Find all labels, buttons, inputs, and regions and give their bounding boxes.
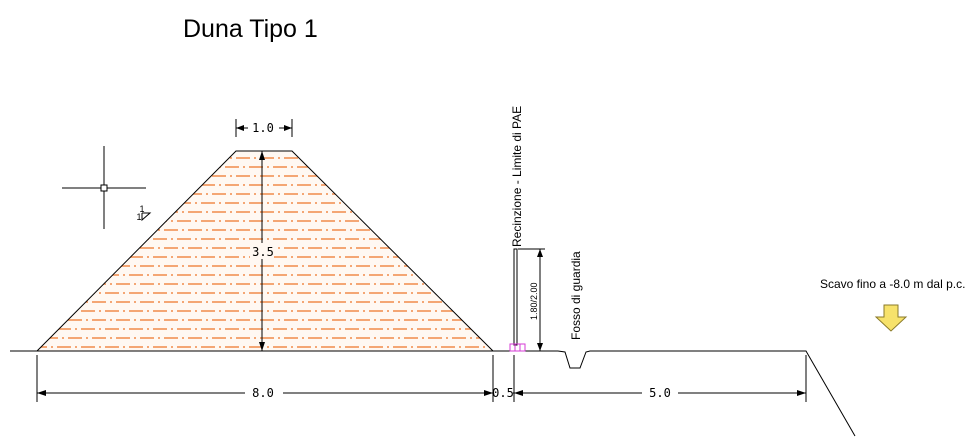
slope-symbol: 1 1 — [136, 204, 152, 222]
excavation-label: Scavo fino a -8.0 m dal p.c. — [820, 277, 965, 291]
crosshair-cursor-icon — [62, 146, 146, 229]
slope-rise: 1 — [139, 204, 144, 214]
fence: Recinzione - Limite di PAE — [509, 106, 526, 352]
offset-label: 0.5 — [492, 386, 514, 400]
fence-post — [513, 248, 518, 346]
offset-dimension: 0.5 — [492, 385, 514, 400]
height-label: 3.5 — [252, 245, 274, 259]
fence-height-dimension: 1.80/2.00 — [518, 248, 545, 351]
slope-triangle-icon — [141, 212, 152, 222]
fence-base-marker — [509, 343, 526, 352]
berm-label: 5.0 — [649, 386, 671, 400]
slope-run: 1 — [136, 212, 141, 222]
top-width-label: 1.0 — [252, 121, 274, 135]
drawing-title: Duna Tipo 1 — [183, 15, 318, 43]
height-dimension: 3.5 — [250, 151, 274, 351]
base-width-label: 8.0 — [252, 386, 274, 400]
base-width-dimension: 8.0 — [37, 386, 493, 400]
down-arrow-icon — [874, 304, 908, 332]
ground-line — [10, 350, 856, 437]
berm-dimension: 5.0 — [514, 386, 806, 400]
ditch-label: Fosso di guardia — [569, 251, 583, 340]
fence-height-label: 1.80/2.00 — [529, 282, 539, 320]
bottom-dimensions: 8.0 0.5 5.0 — [36, 355, 807, 402]
fence-label: Recinzione - Limite di PAE — [510, 106, 524, 247]
top-width-dimension: 1.0 — [235, 119, 293, 137]
dune-outline — [36, 150, 494, 352]
